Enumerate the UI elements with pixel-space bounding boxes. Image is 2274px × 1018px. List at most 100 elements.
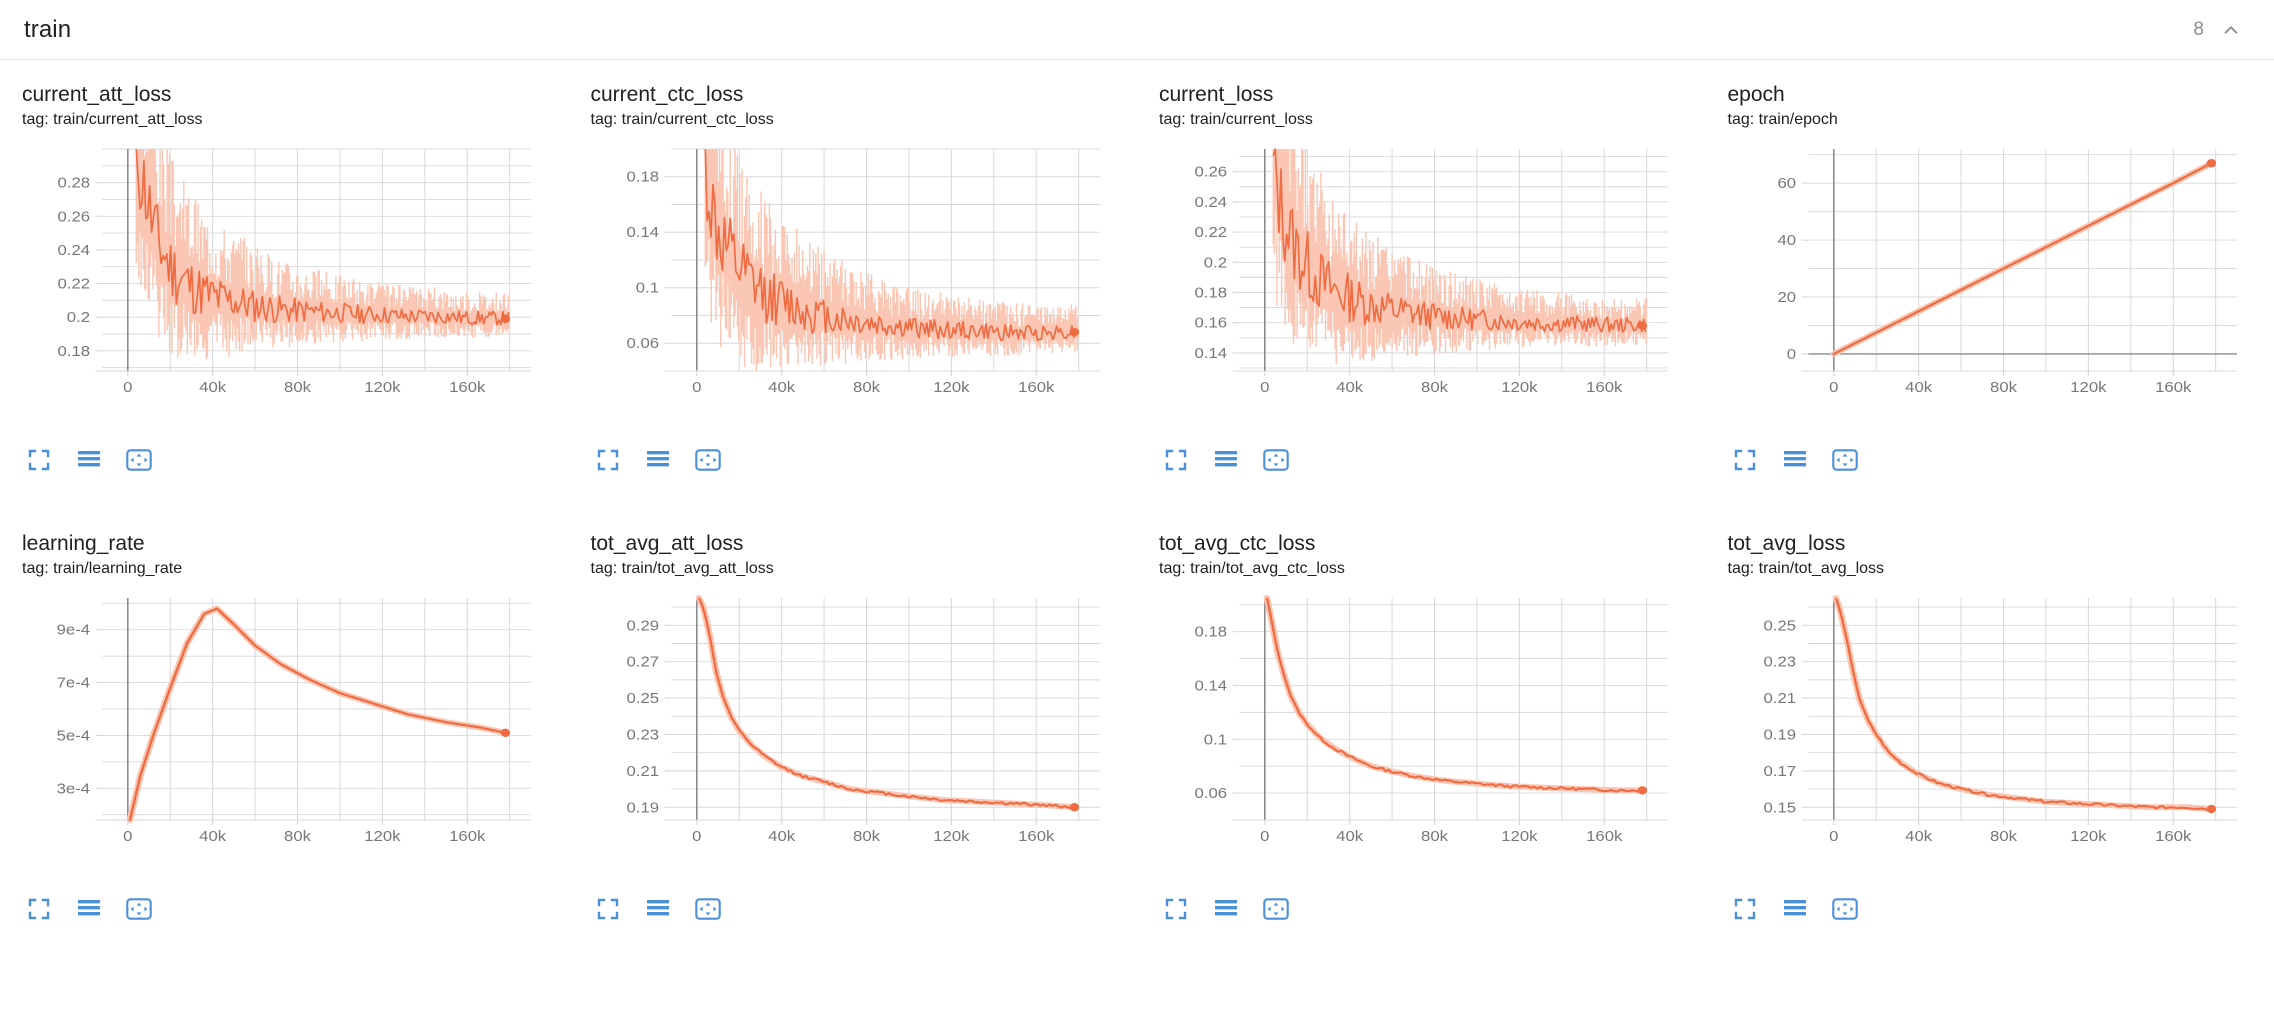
fit-domain-icon[interactable] [1261, 445, 1291, 475]
card-tag: tag: train/epoch [1727, 111, 1838, 128]
plot-ticks: 0 40k 80k 120k 160k 0.18 0.2 0.22 0.24 0.26 0.28 [58, 175, 486, 395]
x-axis-tick-label: 40k [768, 380, 795, 396]
chart-plot[interactable]: 0 40k 80k 120k 160k 3e-4 5e-4 7e-4 9e-4 [22, 588, 547, 860]
x-axis-tick-label: 160k [2155, 829, 2191, 845]
y-axis-tick-label: 20 [1777, 290, 1796, 306]
plot-smoothed-series [1272, 148, 1647, 333]
y-axis-tick-label: 0.18 [626, 169, 659, 185]
card-tag: tag: train/tot_avg_loss [1727, 560, 1885, 577]
plot-gridlines [1807, 598, 2237, 820]
fullscreen-icon[interactable] [593, 894, 623, 924]
series-endpoint-marker [1069, 327, 1079, 337]
data-table-icon[interactable] [74, 894, 104, 924]
chart-plot[interactable]: 0 40k 80k 120k 160k 0.18 0.2 0.22 0.24 0.26 0.28 [22, 139, 547, 411]
y-axis-tick-label: 0.24 [1195, 195, 1228, 211]
y-axis-tick-label: 0.26 [58, 209, 91, 225]
plot-axes [664, 598, 1100, 821]
y-axis-tick-label: 60 [1777, 176, 1796, 192]
fullscreen-icon[interactable] [24, 894, 54, 924]
card-title: current_ctc_loss [590, 83, 744, 106]
fit-domain-icon[interactable] [124, 894, 154, 924]
x-axis-tick-label: 80k [853, 380, 880, 396]
y-axis-tick-label: 0.18 [1195, 624, 1228, 640]
series-endpoint-marker [2206, 159, 2216, 168]
x-axis-tick-label: 120k [2070, 380, 2106, 396]
y-axis-tick-label: 7e-4 [57, 675, 91, 691]
data-table-icon[interactable] [74, 445, 104, 475]
data-table-icon[interactable] [1780, 894, 1810, 924]
fullscreen-icon[interactable] [1161, 894, 1191, 924]
y-axis-tick-label: 0.2 [1204, 255, 1227, 271]
y-axis-tick-label: 0.26 [1195, 164, 1228, 180]
x-axis-tick-label: 40k [1905, 380, 1932, 396]
data-table-icon[interactable] [643, 894, 673, 924]
card-tag: tag: train/learning_rate [22, 560, 183, 577]
plot-smoothed-series [135, 148, 510, 326]
fullscreen-icon[interactable] [1730, 445, 1760, 475]
y-axis-tick-label: 0.27 [626, 654, 659, 670]
scalar-card-grid: current_att_loss tag: train/current_att_… [0, 60, 2274, 968]
data-table-icon[interactable] [1211, 894, 1241, 924]
fullscreen-icon[interactable] [24, 445, 54, 475]
chart-plot[interactable]: 0 40k 80k 120k 160k 0 20 40 60 [1728, 139, 2253, 411]
scalar-card-learning-rate: learning_rate tag: train/learning_rate 0… [0, 519, 569, 968]
x-axis-tick-label: 0 [1260, 380, 1269, 396]
plot-axes [95, 598, 531, 821]
y-axis-tick-label: 0.14 [626, 225, 659, 241]
series-endpoint-marker [500, 314, 511, 324]
x-axis-tick-label: 120k [364, 829, 400, 845]
card-title: learning_rate [22, 532, 145, 555]
x-axis-tick-label: 120k [933, 829, 969, 845]
fullscreen-icon[interactable] [1161, 445, 1191, 475]
chevron-up-icon[interactable] [2218, 17, 2244, 43]
plot-axes [1801, 598, 2237, 821]
x-axis-tick-label: 0 [1829, 380, 1838, 396]
data-table-icon[interactable] [1211, 445, 1241, 475]
fit-domain-icon[interactable] [124, 445, 154, 475]
x-axis-tick-label: 80k [1421, 380, 1448, 396]
x-axis-tick-label: 40k [1336, 829, 1363, 845]
card-toolbar [1161, 445, 1291, 475]
chart-plot[interactable]: 0 40k 80k 120k 160k 0.15 0.17 0.19 0.21 0.23 0.25 [1728, 588, 2253, 860]
fit-domain-icon[interactable] [1830, 894, 1860, 924]
data-table-icon[interactable] [643, 445, 673, 475]
chart-plot[interactable]: 0 40k 80k 120k 160k 0.06 0.1 0.14 0.18 [591, 139, 1116, 411]
y-axis-tick-label: 3e-4 [57, 781, 91, 797]
plot-ticks: 0 40k 80k 120k 160k 0 20 40 60 [1777, 176, 2191, 396]
plot-ticks: 0 40k 80k 120k 160k 0.15 0.17 0.19 0.21 0.23 0.25 [1763, 618, 2191, 845]
card-toolbar [1730, 894, 1860, 924]
plot-ticks: 0 40k 80k 120k 160k 0.14 0.16 0.18 0.2 0.22 0.24 0.… [1195, 164, 1623, 395]
y-axis-tick-label: 0.23 [626, 727, 659, 743]
x-axis-tick-label: 160k [2155, 380, 2191, 396]
scalar-card-current-loss: current_loss tag: train/current_loss 0 40… [1137, 70, 1706, 519]
y-axis-tick-label: 0.25 [626, 691, 659, 707]
y-axis-tick-label: 9e-4 [57, 622, 91, 638]
x-axis-tick-label: 40k [199, 380, 226, 396]
x-axis-tick-label: 40k [1905, 829, 1932, 845]
fit-domain-icon[interactable] [1830, 445, 1860, 475]
series-endpoint-marker [1069, 803, 1079, 812]
x-axis-tick-label: 80k [284, 380, 311, 396]
card-title: tot_avg_ctc_loss [1159, 532, 1316, 555]
dashboard-header: train 8 [0, 0, 2274, 60]
card-title: tot_avg_loss [1727, 532, 1846, 555]
fit-domain-icon[interactable] [693, 445, 723, 475]
scalar-card-current-ctc-loss: current_ctc_loss tag: train/current_ctc_… [569, 70, 1138, 519]
card-toolbar [593, 894, 723, 924]
chart-plot[interactable]: 0 40k 80k 120k 160k 0.14 0.16 0.18 0.2 0.22 0.24 0.… [1159, 139, 1684, 411]
plot-ticks: 0 40k 80k 120k 160k 0.06 0.1 0.14 0.18 [626, 169, 1054, 395]
y-axis-tick-label: 0.22 [58, 276, 91, 292]
fullscreen-icon[interactable] [1730, 894, 1760, 924]
scalar-card-current-att-loss: current_att_loss tag: train/current_att_… [0, 70, 569, 519]
plot-raw-series [135, 149, 511, 360]
data-table-icon[interactable] [1780, 445, 1810, 475]
plot-gridlines [1239, 598, 1668, 821]
header-right-controls: 8 [2193, 17, 2244, 43]
fit-domain-icon[interactable] [1261, 894, 1291, 924]
chart-plot[interactable]: 0 40k 80k 120k 160k 0.06 0.1 0.14 0.18 [1159, 588, 1684, 860]
chart-plot[interactable]: 0 40k 80k 120k 160k 0.19 0.21 0.23 0.25 0.27 0.29 [591, 588, 1116, 860]
fit-domain-icon[interactable] [693, 894, 723, 924]
card-tag: tag: train/current_ctc_loss [590, 111, 774, 128]
fullscreen-icon[interactable] [593, 445, 623, 475]
y-axis-tick-label: 0.18 [1195, 285, 1228, 301]
